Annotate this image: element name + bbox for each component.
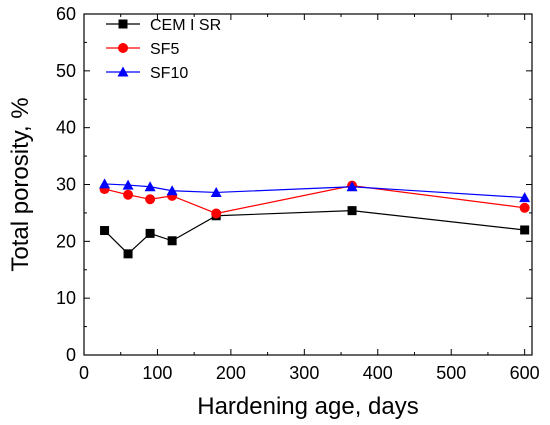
legend-label: CEM I SR: [150, 17, 221, 34]
legend-item: SF10: [106, 65, 188, 82]
data-point: [167, 236, 177, 246]
x-tick-label: 200: [216, 363, 246, 383]
y-tick-label: 50: [56, 61, 76, 81]
data-point: [123, 249, 133, 259]
data-point: [519, 192, 531, 203]
x-tick-label: 0: [79, 363, 89, 383]
series-layer: [99, 178, 531, 259]
legend-label: SF10: [150, 65, 188, 82]
legend-item: CEM I SR: [106, 17, 221, 34]
legend-marker: [118, 43, 128, 53]
series-sf10: [99, 178, 531, 203]
data-point: [145, 228, 155, 238]
legend-item: SF5: [106, 41, 179, 58]
x-tick-label: 400: [363, 363, 393, 383]
data-point: [122, 179, 134, 190]
x-tick-label: 600: [510, 363, 540, 383]
legend-label: SF5: [150, 41, 179, 58]
x-axis-ticks: 0 100 200 300 400 500 600: [79, 14, 540, 383]
data-point: [519, 202, 530, 213]
y-tick-label: 60: [56, 4, 76, 24]
legend-marker: [117, 66, 129, 77]
x-tick-label: 500: [436, 363, 466, 383]
y-tick-label: 20: [56, 231, 76, 251]
y-axis-ticks: 0 10 20 30 40 50 60: [56, 4, 532, 365]
data-point: [211, 208, 222, 219]
data-point: [100, 226, 110, 236]
series-sf5: [99, 180, 530, 219]
data-point: [166, 185, 178, 196]
data-point: [145, 194, 156, 205]
x-tick-label: 100: [142, 363, 172, 383]
data-point: [210, 186, 222, 197]
legend-marker: [118, 19, 128, 29]
series-line: [104, 210, 525, 255]
plot-frame: [83, 13, 533, 356]
y-tick-label: 40: [56, 118, 76, 138]
legend: CEM I SR SF5 SF10: [106, 17, 221, 82]
series-cem-i-sr: [100, 206, 530, 259]
y-axis-label: Total porosity, %: [7, 97, 34, 271]
data-point: [123, 189, 134, 200]
y-tick-label: 0: [66, 345, 76, 365]
x-tick-label: 300: [289, 363, 319, 383]
data-point: [346, 181, 358, 192]
data-point: [144, 181, 156, 192]
data-point: [520, 225, 530, 235]
y-tick-label: 30: [56, 175, 76, 195]
data-point: [347, 206, 357, 216]
data-point: [99, 178, 111, 189]
y-tick-label: 10: [56, 288, 76, 308]
x-axis-label: Hardening age, days: [197, 393, 418, 420]
